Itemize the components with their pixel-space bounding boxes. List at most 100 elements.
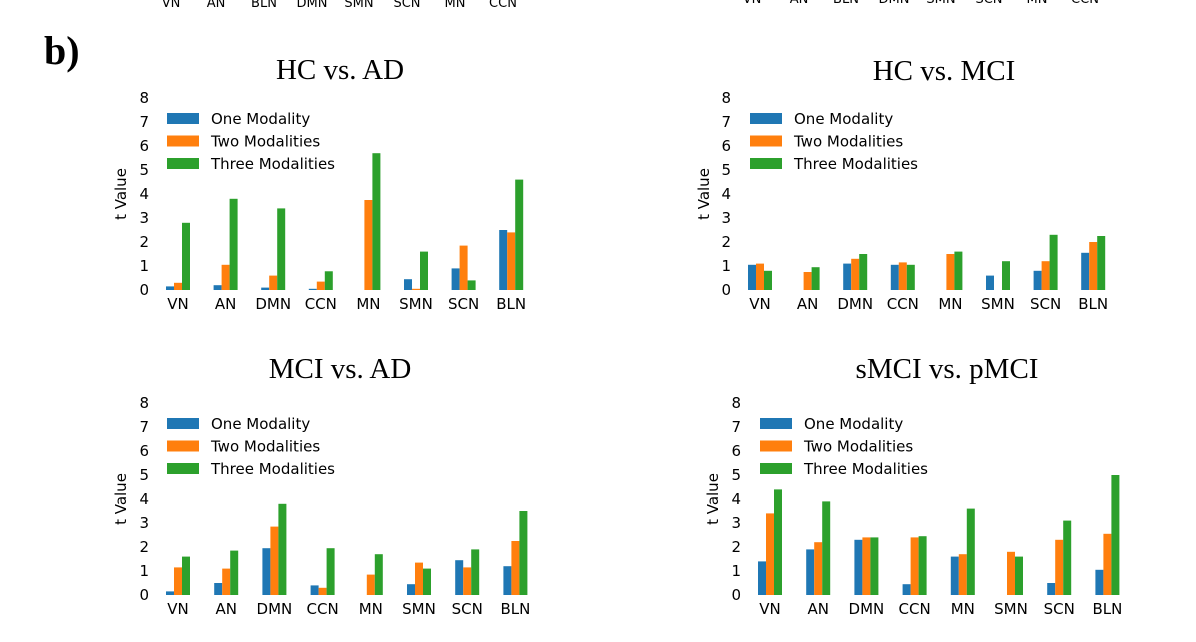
y-tick-label: 7	[731, 418, 741, 436]
bar	[758, 561, 766, 595]
y-tick-label: 3	[731, 514, 741, 532]
y-tick-label: 7	[721, 113, 731, 131]
chart-title: sMCI vs. pMCI	[856, 353, 1039, 385]
y-tick-label: 8	[139, 89, 149, 107]
bar	[420, 251, 428, 290]
y-tick-label: 7	[139, 418, 149, 436]
legend-label: Two Modalities	[793, 133, 903, 151]
bar	[902, 584, 911, 595]
legend: One Modality Two Modalities Three Modaliti…	[167, 110, 335, 173]
bar	[1049, 234, 1058, 290]
y-tick-label: 6	[721, 137, 731, 155]
top-cut-label: SMN	[344, 0, 373, 11]
y-axis-label: t Value	[704, 473, 722, 525]
y-tick-label: 4	[731, 490, 741, 508]
y-tick-label: 2	[139, 538, 149, 556]
y-axis-label: t Value	[112, 168, 130, 220]
top-cut-label: SMN	[926, 0, 955, 7]
bar	[326, 548, 335, 595]
legend-label: Three Modalities	[793, 155, 918, 173]
bar	[1041, 261, 1050, 290]
bar	[221, 264, 230, 290]
y-tick-label: 0	[139, 586, 149, 604]
bar	[324, 271, 333, 290]
top-cut-label: SCN	[393, 0, 420, 11]
x-tick-label: BLN	[500, 600, 530, 618]
bar	[950, 556, 959, 595]
bar	[1103, 533, 1112, 595]
y-tick-label: 0	[139, 281, 149, 299]
top-cut-label: AN	[790, 0, 809, 7]
bar	[230, 550, 239, 595]
legend-swatch	[760, 440, 792, 452]
bar	[499, 230, 508, 290]
legend: One Modality Two Modalities Three Modaliti…	[750, 110, 918, 173]
y-tick-label: 4	[139, 490, 149, 508]
y-axis-label: t Value	[695, 168, 713, 220]
bar	[412, 288, 420, 290]
y-tick-label: 4	[139, 185, 149, 203]
bar	[511, 541, 520, 595]
bar	[507, 232, 516, 290]
bar	[166, 591, 174, 595]
x-tick-label: CCN	[305, 295, 337, 313]
bar	[748, 264, 756, 290]
chart-title: MCI vs. AD	[269, 353, 412, 385]
bar	[806, 549, 815, 595]
x-tick-label: SCN	[1044, 600, 1075, 618]
bar	[843, 263, 852, 290]
x-tick-label: VN	[749, 295, 770, 313]
bar	[766, 513, 774, 595]
bar	[862, 537, 871, 595]
x-tick-label: VN	[759, 600, 780, 618]
x-tick-label: VN	[167, 295, 188, 313]
legend-swatch	[167, 440, 199, 452]
y-tick-label: 0	[721, 281, 731, 299]
panel-label: b)	[44, 28, 80, 73]
bar	[803, 272, 812, 290]
bar	[214, 583, 223, 595]
bar	[318, 587, 327, 595]
x-tick-label: SCN	[452, 600, 483, 618]
bar	[407, 584, 415, 595]
legend-swatch	[750, 113, 782, 124]
top-cut-label: CCN	[489, 0, 517, 11]
y-axis-label: t Value	[112, 473, 130, 525]
top-cut-tick-labels-left: VN AN BLN DMN SMN SCN MN CCN	[162, 0, 517, 11]
legend: One Modality Two Modalities Three Modaliti…	[167, 415, 335, 478]
bar	[364, 200, 373, 290]
top-cut-label: AN	[207, 0, 226, 11]
charts-container: HC vs. AD t Value 0 1 2 3 4 5 6 7 8 VN AN DMN CCN MN SMN…	[112, 54, 1122, 618]
bar	[404, 279, 412, 290]
bar	[229, 198, 238, 290]
y-tick-label: 2	[731, 538, 741, 556]
bar	[503, 566, 512, 595]
y-tick-label: 3	[139, 209, 149, 227]
x-tick-label: SMN	[994, 600, 1028, 618]
y-tick-label: 6	[139, 137, 149, 155]
x-tick-label: BLN	[1078, 295, 1108, 313]
bar	[1047, 583, 1056, 595]
top-cut-label: DMN	[297, 0, 328, 11]
y-tick-label: 5	[731, 466, 741, 484]
y-tick-label: 3	[721, 209, 731, 227]
x-tick-label: DMN	[255, 295, 291, 313]
legend-swatch	[750, 135, 782, 147]
bar	[890, 264, 899, 290]
y-tick-label: 3	[139, 514, 149, 532]
bar	[166, 286, 174, 290]
bar	[1055, 539, 1064, 595]
bar	[1081, 252, 1090, 290]
bar	[459, 245, 468, 290]
bar	[811, 267, 820, 290]
top-cut-label: CCN	[1071, 0, 1099, 7]
bar	[1089, 242, 1098, 290]
y-tick-label: 8	[139, 394, 149, 412]
legend: One Modality Two Modalities Three Modaliti…	[760, 415, 928, 478]
bar	[222, 568, 231, 595]
bar	[1097, 236, 1106, 290]
x-tick-label: SMN	[399, 295, 433, 313]
bar	[918, 536, 927, 595]
y-tick-label: 1	[721, 257, 731, 275]
bar	[182, 556, 190, 595]
